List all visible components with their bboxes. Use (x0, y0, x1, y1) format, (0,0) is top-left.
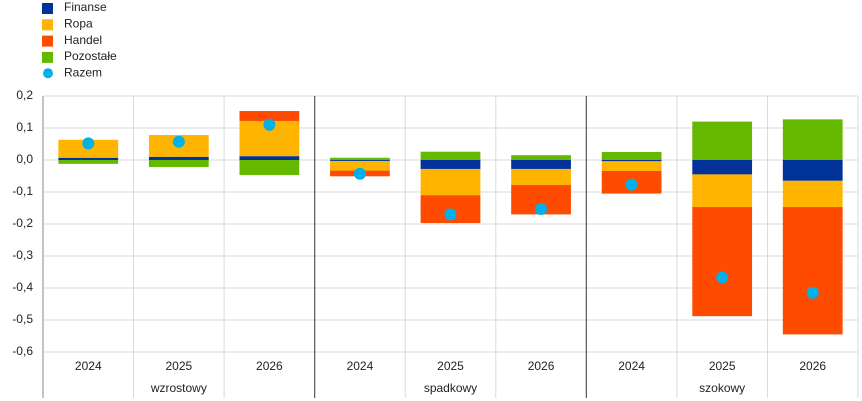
total-marker (263, 118, 276, 131)
x-tick-label: 2026 (256, 359, 283, 373)
total-marker (444, 208, 457, 221)
x-tick-label: 2025 (437, 359, 464, 373)
group-label: szokowy (699, 381, 745, 395)
x-tick-label: 2026 (528, 359, 555, 373)
legend-swatch (42, 19, 53, 31)
x-tick-label: 2026 (799, 359, 826, 373)
bar-segment (420, 168, 481, 196)
y-tick-label: 0,1 (16, 120, 33, 134)
bar-segment (692, 174, 753, 208)
y-tick-label: -0,6 (12, 344, 33, 358)
bar-segment (420, 160, 481, 169)
bar-segment (330, 160, 390, 171)
bar-segment (601, 161, 662, 171)
total-marker (625, 178, 638, 191)
y-tick-label: -0,4 (12, 280, 33, 294)
bar-segment (782, 180, 843, 208)
x-tick-label: 2025 (709, 359, 736, 373)
x-tick-label: 2024 (618, 359, 645, 373)
x-tick-label: 2025 (165, 359, 192, 373)
bar-segment (692, 207, 753, 317)
y-tick-label: -0,2 (12, 216, 33, 230)
y-tick-label: 0,2 (16, 88, 33, 102)
bar-segment (148, 160, 209, 168)
y-tick-label: -0,1 (12, 184, 33, 198)
legend-label: Handel (64, 33, 102, 47)
bar-segment (420, 151, 481, 160)
bar-segment (692, 121, 753, 160)
legend-label: Pozostałe (64, 49, 117, 63)
bar-segment (239, 156, 300, 160)
group-label: wzrostowy (150, 381, 207, 395)
legend-marker (43, 68, 53, 79)
bar-segment (58, 157, 119, 160)
bar-segment (601, 160, 662, 162)
bar-segment (330, 157, 390, 160)
bar-segment (330, 160, 390, 161)
legend-label: Ropa (64, 16, 93, 30)
total-marker (353, 167, 366, 180)
y-tick-label: -0,5 (12, 312, 33, 326)
y-tick-label: 0,0 (16, 152, 33, 166)
bar-segment (511, 160, 571, 169)
group-label: spadkowy (424, 381, 477, 395)
total-marker (716, 271, 729, 284)
bar-segment (692, 160, 753, 175)
bar-segment (782, 207, 843, 335)
legend-label: Finanse (64, 0, 107, 14)
total-marker (806, 286, 819, 299)
bar-segment (782, 119, 843, 160)
bar-segment (239, 111, 300, 121)
legend-swatch (42, 3, 53, 14)
legend-label: Razem (64, 65, 102, 79)
bar-segment (239, 160, 300, 176)
total-marker (172, 135, 185, 148)
bar-segment (601, 152, 662, 160)
y-tick-label: -0,3 (12, 248, 33, 262)
bar-segment (148, 156, 209, 160)
legend-swatch (42, 51, 53, 63)
legend-swatch (42, 35, 53, 47)
total-marker (535, 202, 548, 215)
total-marker (82, 137, 95, 150)
bar-segment (58, 160, 119, 164)
bar-segment (782, 160, 843, 181)
bar-segment (511, 155, 571, 160)
x-tick-label: 2024 (75, 359, 102, 373)
x-tick-label: 2024 (347, 359, 374, 373)
bar-segment (511, 168, 571, 185)
